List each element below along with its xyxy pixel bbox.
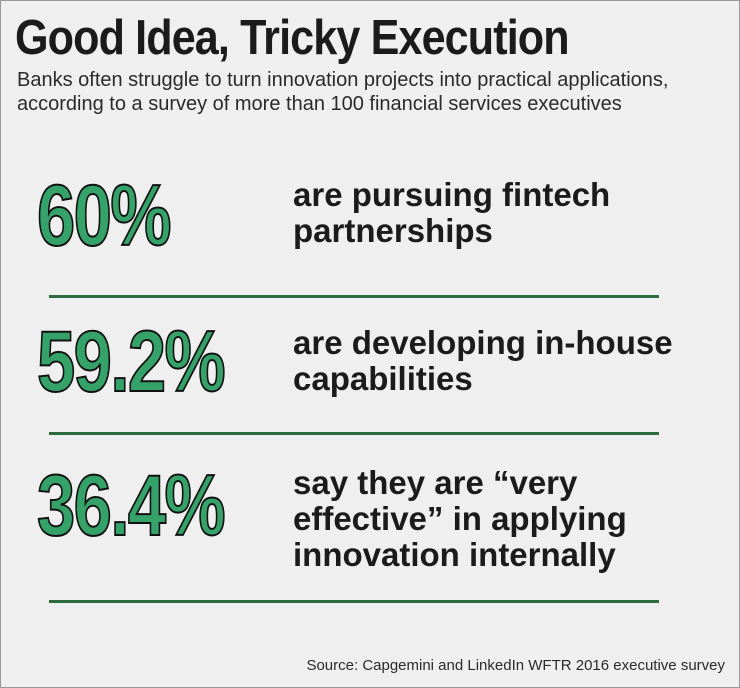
stat-divider bbox=[49, 295, 659, 298]
source-note: Source: Capgemini and LinkedIn WFTR 2016… bbox=[306, 657, 725, 674]
stat-divider bbox=[49, 600, 659, 603]
stat-divider bbox=[49, 432, 659, 435]
stat-description: are pursuing fintech partnerships bbox=[293, 176, 611, 249]
infographic-title: Good Idea, Tricky Execution bbox=[15, 11, 570, 65]
stat-value: 59.2% bbox=[36, 314, 226, 410]
stat-value: 60% bbox=[36, 168, 172, 264]
stat-value: 36.4% bbox=[36, 458, 226, 554]
stat-description: are developing in-house capabilities bbox=[293, 324, 673, 397]
stat-description: say they are “very effective” in applyin… bbox=[293, 464, 627, 573]
infographic-subtitle: Banks often struggle to turn innovation … bbox=[17, 69, 669, 115]
